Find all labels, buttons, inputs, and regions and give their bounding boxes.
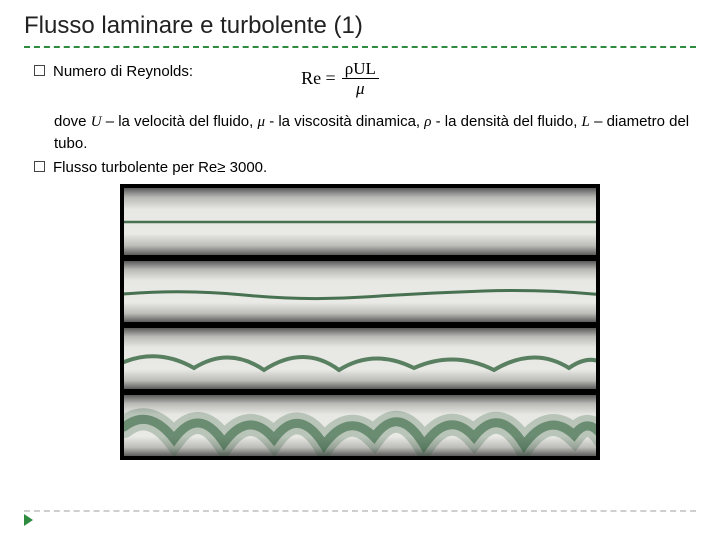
explain-seg: dove — [54, 113, 91, 130]
formula-denominator: μ — [356, 79, 365, 97]
formula-fraction: ρUL μ — [342, 60, 379, 97]
explanation-text: dove U – la velocità del fluido, μ - la … — [24, 111, 696, 154]
explain-seg: - la viscosità dinamica, — [269, 113, 424, 130]
var-L: L — [582, 114, 590, 130]
explain-seg: - la densità del fluido, — [436, 113, 582, 130]
flow-panel-wavy — [124, 255, 596, 322]
flow-visualization-figure — [120, 184, 600, 460]
play-triangle-icon — [24, 514, 33, 526]
bullet-1-row: Numero di Reynolds: Re = ρUL μ — [24, 62, 696, 97]
square-bullet-icon — [34, 161, 45, 172]
bullet-1-text: Numero di Reynolds: — [53, 62, 193, 82]
flow-panel-transitional — [124, 322, 596, 389]
slide-title: Flusso laminare e turbolente (1) — [24, 12, 696, 48]
formula-numerator: ρUL — [342, 60, 379, 79]
var-U: U — [91, 114, 102, 130]
bullet-2-text: Flusso turbolente per Re≥ 3000. — [53, 158, 267, 178]
var-mu: μ — [257, 114, 265, 130]
square-bullet-icon — [34, 65, 45, 76]
formula-lhs: Re = — [301, 68, 336, 89]
reynolds-formula: Re = ρUL μ — [301, 60, 379, 97]
var-rho: ρ — [424, 114, 431, 130]
explain-seg: – la velocità del fluido, — [106, 113, 258, 130]
flow-panel-turbulent — [124, 389, 596, 456]
footer-divider — [24, 510, 696, 512]
bullet-2-row: Flusso turbolente per Re≥ 3000. — [24, 158, 696, 178]
flow-panel-laminar — [124, 188, 596, 255]
